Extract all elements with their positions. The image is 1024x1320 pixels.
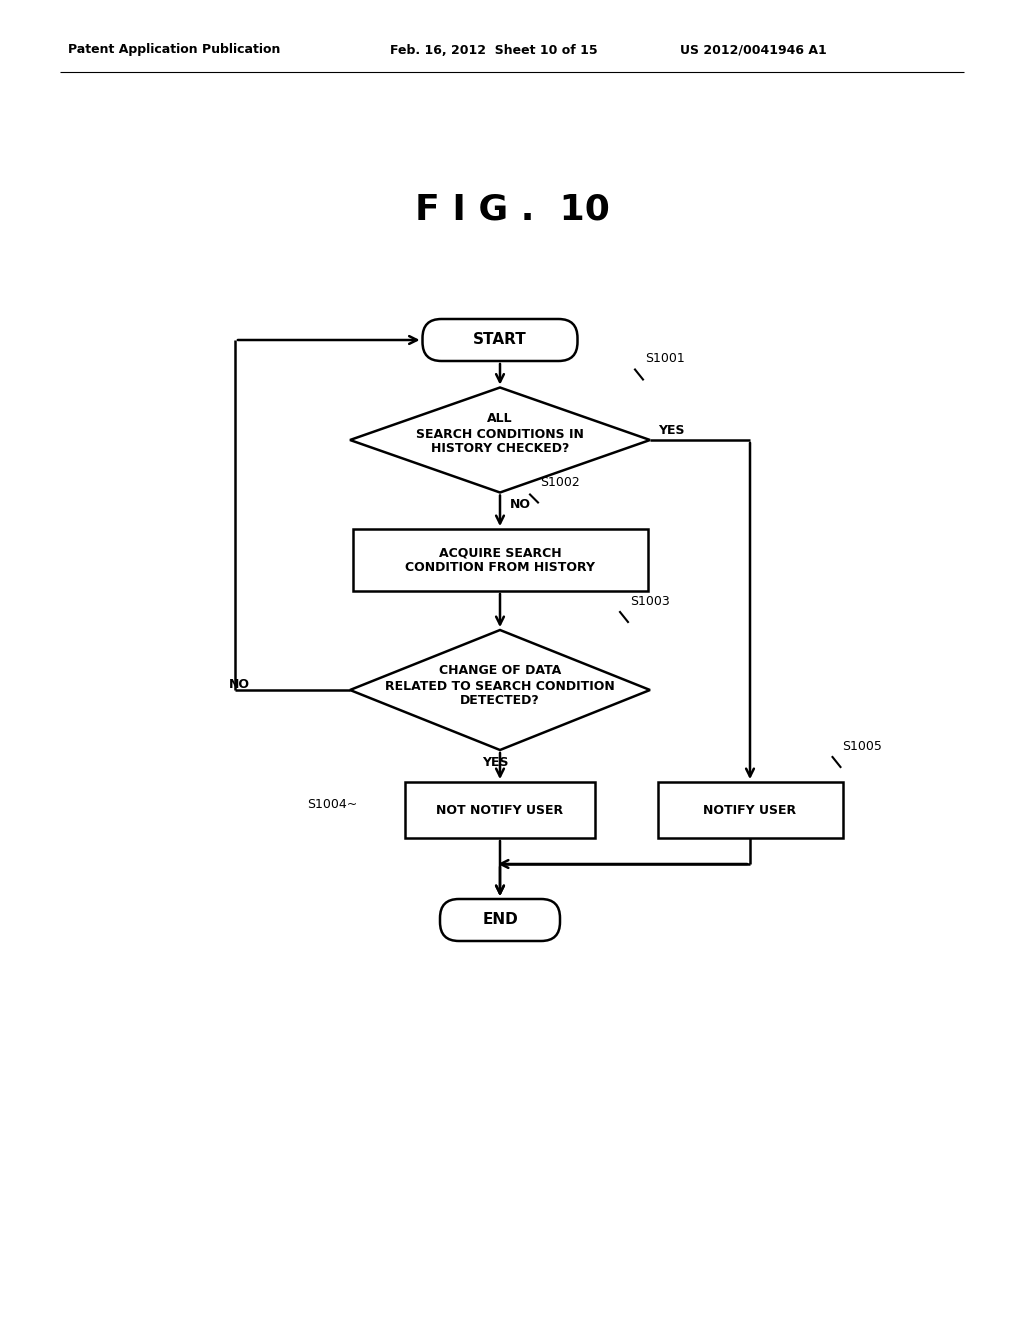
Text: F I G .  10: F I G . 10 (415, 193, 609, 227)
Polygon shape (350, 388, 650, 492)
Text: YES: YES (658, 424, 684, 437)
Bar (657, 781, 843, 838)
Text: START: START (473, 333, 527, 347)
Bar (352, 529, 647, 591)
Text: US 2012/0041946 A1: US 2012/0041946 A1 (680, 44, 826, 57)
Text: Patent Application Publication: Patent Application Publication (68, 44, 281, 57)
Text: NO: NO (229, 678, 250, 692)
Polygon shape (350, 630, 650, 750)
Text: ALL
SEARCH CONDITIONS IN
HISTORY CHECKED?: ALL SEARCH CONDITIONS IN HISTORY CHECKED… (416, 412, 584, 455)
Text: S1001: S1001 (645, 352, 685, 366)
Text: NOTIFY USER: NOTIFY USER (703, 804, 797, 817)
Text: ACQUIRE SEARCH
CONDITION FROM HISTORY: ACQUIRE SEARCH CONDITION FROM HISTORY (406, 546, 595, 574)
Text: S1002: S1002 (540, 475, 580, 488)
Text: CHANGE OF DATA
RELATED TO SEARCH CONDITION
DETECTED?: CHANGE OF DATA RELATED TO SEARCH CONDITI… (385, 664, 614, 708)
Text: NO: NO (510, 499, 531, 511)
Text: S1005: S1005 (843, 741, 883, 752)
FancyBboxPatch shape (440, 899, 560, 941)
Bar (406, 781, 595, 838)
FancyBboxPatch shape (423, 319, 578, 360)
Text: S1004~: S1004~ (307, 799, 357, 812)
Text: NOT NOTIFY USER: NOT NOTIFY USER (436, 804, 563, 817)
Text: YES: YES (481, 756, 508, 770)
Text: S1003: S1003 (630, 595, 670, 609)
Text: Feb. 16, 2012  Sheet 10 of 15: Feb. 16, 2012 Sheet 10 of 15 (390, 44, 598, 57)
Text: END: END (482, 912, 518, 928)
